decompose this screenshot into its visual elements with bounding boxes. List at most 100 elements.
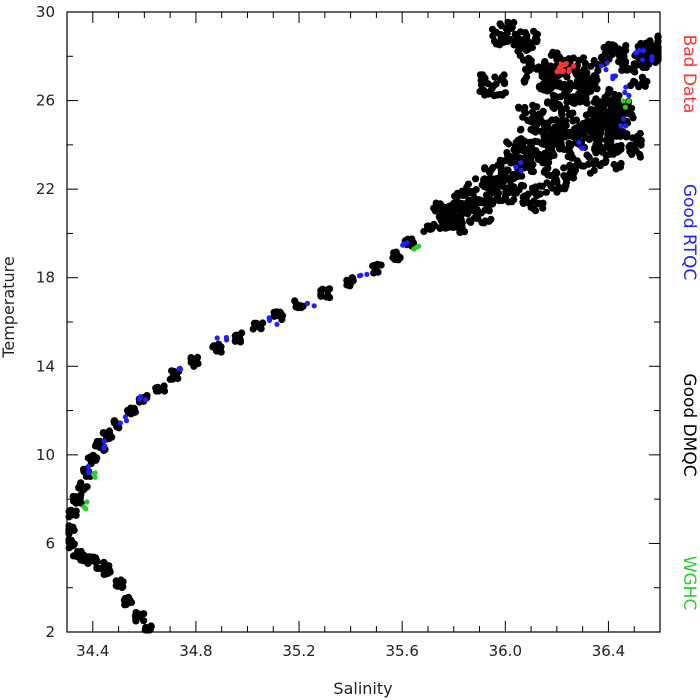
data-point-good-rtqc (626, 92, 632, 98)
y-tick-label: 22 (36, 180, 55, 198)
data-point-good-dmqc (174, 374, 182, 383)
data-point-good-rtqc (633, 50, 639, 56)
data-point-good-dmqc (592, 157, 600, 165)
data-point-good-dmqc (489, 82, 498, 90)
data-point-good-dmqc (548, 139, 556, 147)
data-point-bad-data (566, 69, 572, 75)
data-point-good-rtqc (618, 123, 624, 129)
data-point-good-dmqc (616, 132, 624, 140)
data-point-wghc (83, 506, 89, 512)
data-point-good-dmqc (453, 196, 461, 205)
data-point-good-dmqc (544, 171, 552, 179)
data-point-good-dmqc (654, 33, 662, 41)
y-tick-label: 30 (36, 3, 55, 21)
data-point-good-dmqc (438, 217, 446, 225)
data-point-good-dmqc (610, 149, 619, 157)
data-point-good-dmqc (457, 210, 465, 218)
data-point-good-dmqc (451, 212, 459, 220)
data-point-bad-data (561, 68, 567, 74)
data-point-good-dmqc (463, 183, 471, 191)
data-point-good-dmqc (612, 126, 620, 134)
data-point-good-dmqc (503, 37, 511, 46)
data-point-good-dmqc (605, 127, 613, 135)
data-point-good-dmqc (446, 223, 454, 231)
data-point-good-dmqc (623, 66, 631, 74)
data-point-good-rtqc (117, 420, 123, 426)
data-point-good-dmqc (72, 499, 80, 507)
data-point-good-rtqc (101, 438, 107, 444)
data-point-good-dmqc (580, 121, 588, 129)
data-point-good-dmqc (89, 453, 98, 461)
data-point-good-dmqc (501, 89, 509, 97)
data-point-good-dmqc (370, 262, 378, 270)
data-point-good-dmqc (601, 44, 609, 53)
data-point-good-dmqc (594, 67, 602, 75)
data-point-good-dmqc (547, 51, 555, 59)
data-point-good-dmqc (497, 76, 505, 84)
data-point-good-dmqc (583, 69, 591, 77)
data-point-good-rtqc (603, 67, 609, 73)
data-point-good-dmqc (468, 196, 476, 204)
data-point-good-dmqc (590, 57, 598, 65)
data-point-good-dmqc (516, 154, 524, 162)
data-point-good-dmqc (215, 343, 224, 351)
data-point-good-rtqc (623, 84, 629, 90)
data-point-good-dmqc (590, 166, 598, 174)
data-point-good-dmqc (596, 162, 604, 170)
data-point-good-rtqc (518, 160, 524, 166)
x-tick-label: 35.6 (385, 642, 418, 660)
x-axis-title: Salinity (333, 679, 392, 698)
data-point-good-dmqc (278, 312, 287, 320)
data-point-good-dmqc (567, 173, 575, 181)
data-point-good-dmqc (489, 32, 497, 40)
data-point-good-dmqc (531, 34, 540, 43)
data-point-good-dmqc (611, 90, 619, 99)
data-point-good-rtqc (639, 57, 646, 63)
data-point-good-dmqc (478, 197, 486, 205)
data-point-good-dmqc (566, 161, 574, 169)
data-point-good-dmqc (582, 111, 591, 119)
data-point-good-rtqc (311, 303, 317, 309)
y-tick-label: 26 (36, 92, 55, 110)
y-tick-label: 10 (36, 446, 55, 464)
data-point-good-dmqc (580, 128, 588, 136)
data-point-good-dmqc (503, 29, 511, 37)
x-tick-label: 34.4 (76, 642, 109, 660)
data-point-good-dmqc (641, 82, 649, 90)
data-point-good-dmqc (635, 138, 643, 146)
data-point-good-dmqc (100, 558, 108, 567)
data-point-good-dmqc (596, 109, 604, 117)
data-point-good-dmqc (497, 166, 505, 174)
data-point-good-rtqc (101, 445, 107, 451)
data-point-good-dmqc (543, 179, 551, 187)
data-point-good-dmqc (505, 140, 513, 148)
data-point-good-dmqc (550, 98, 558, 106)
data-point-good-dmqc (500, 177, 508, 185)
x-tick-label: 36.4 (592, 642, 625, 660)
data-point-good-rtqc (400, 242, 406, 248)
y-tick-label: 2 (45, 623, 55, 641)
data-point-good-dmqc (69, 492, 77, 501)
data-point-good-dmqc (629, 142, 637, 150)
data-point-good-dmqc (522, 109, 530, 117)
data-point-good-dmqc (491, 73, 499, 81)
data-point-good-dmqc (569, 154, 577, 162)
data-point-good-dmqc (556, 120, 564, 129)
data-point-good-dmqc (81, 556, 89, 565)
data-point-good-rtqc (274, 321, 280, 327)
data-point-good-dmqc (654, 46, 662, 54)
data-point-good-dmqc (592, 134, 600, 142)
data-point-good-dmqc (610, 42, 619, 50)
data-point-good-dmqc (551, 92, 559, 100)
data-point-good-dmqc (476, 71, 484, 79)
x-tick-label: 34.8 (179, 642, 212, 660)
data-point-good-dmqc (453, 204, 461, 212)
y-axis-title: Temperature (0, 256, 18, 358)
data-point-good-dmqc (594, 127, 603, 135)
data-point-good-dmqc (560, 164, 568, 172)
data-point-good-dmqc (486, 195, 494, 203)
data-point-good-dmqc (605, 85, 613, 94)
data-point-good-dmqc (553, 127, 561, 135)
data-point-good-rtqc (610, 73, 616, 79)
